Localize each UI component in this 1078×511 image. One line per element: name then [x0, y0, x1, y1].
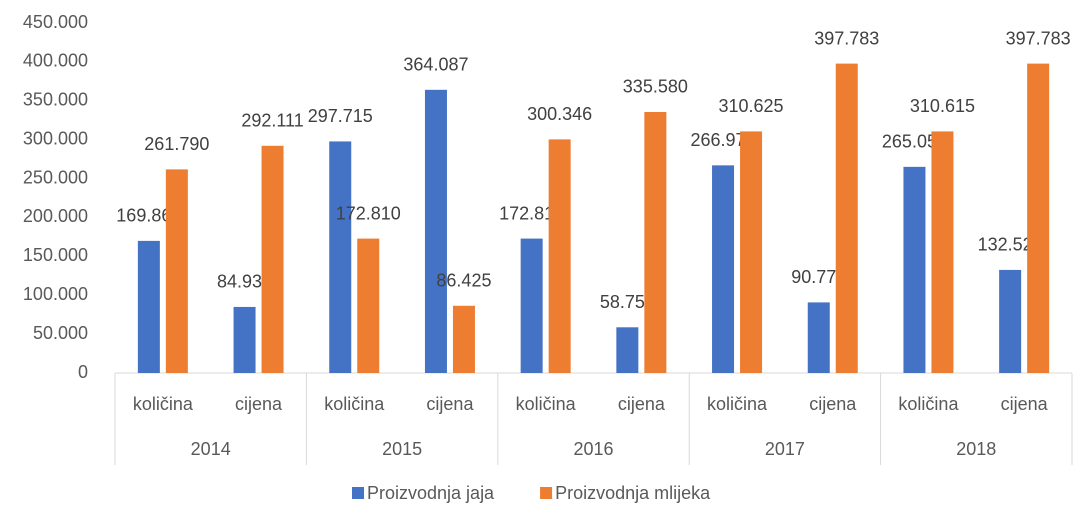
x-tick-label: količina [898, 394, 959, 414]
bar [712, 165, 735, 373]
x-tick-label: količina [707, 394, 768, 414]
data-label: 84.933 [217, 272, 272, 292]
x-tick-label: cijena [618, 394, 666, 414]
y-tick-label: 150.000 [23, 245, 88, 265]
bar [520, 238, 543, 373]
x-tick-label: količina [516, 394, 577, 414]
legend-label: Proizvodnja mlijeka [555, 483, 711, 503]
data-label: 266.978 [691, 130, 756, 150]
bar [931, 131, 954, 373]
bar [424, 89, 447, 373]
group-label: 2014 [191, 439, 231, 459]
bar [807, 302, 830, 373]
data-label: 172.810 [336, 203, 401, 223]
bar [835, 63, 858, 374]
bar [644, 111, 667, 373]
data-label: 172.812 [499, 203, 564, 223]
y-tick-label: 400.000 [23, 51, 88, 71]
bar [261, 145, 284, 373]
data-label: 58.756 [600, 292, 655, 312]
y-tick-label: 350.000 [23, 90, 88, 110]
bar [903, 166, 926, 373]
legend-swatch [540, 487, 553, 499]
bar [329, 141, 352, 373]
data-label: 86.425 [436, 271, 491, 291]
data-label: 310.615 [910, 96, 975, 116]
bar [740, 131, 763, 373]
bar [357, 238, 380, 373]
data-label: 310.625 [719, 96, 784, 116]
group-label: 2015 [382, 439, 422, 459]
group-label: 2017 [765, 439, 805, 459]
data-label: 297.715 [308, 106, 373, 126]
x-tick-label: količina [324, 394, 385, 414]
group-label: 2016 [573, 439, 613, 459]
data-label: 169.866 [116, 206, 181, 226]
bar [137, 240, 160, 373]
data-label: 132.525 [978, 235, 1043, 255]
data-label: 90.773 [791, 267, 846, 287]
y-tick-label: 450.000 [23, 12, 88, 32]
y-tick-label: 250.000 [23, 167, 88, 187]
data-label: 261.790 [144, 134, 209, 154]
bar [1027, 63, 1050, 374]
legend-label: Proizvodnja jaja [367, 483, 495, 503]
y-tick-label: 0 [78, 362, 88, 382]
bar [999, 269, 1022, 373]
legend-swatch [352, 487, 364, 499]
data-label: 265.050 [882, 132, 947, 152]
x-tick-label: cijena [809, 394, 857, 414]
group-label: 2018 [956, 439, 996, 459]
x-tick-label: cijena [1001, 394, 1049, 414]
data-label: 397.783 [1006, 28, 1071, 48]
data-label: 292.111 [241, 111, 303, 131]
data-label: 300.346 [527, 104, 592, 124]
y-tick-label: 300.000 [23, 128, 88, 148]
bar [548, 139, 571, 373]
y-tick-label: 100.000 [23, 284, 88, 304]
bar [452, 305, 475, 373]
y-tick-label: 50.000 [33, 323, 88, 343]
data-label: 397.783 [814, 28, 879, 48]
bar [165, 169, 188, 373]
data-label: 364.087 [403, 55, 468, 75]
x-tick-label: cijena [235, 394, 283, 414]
x-tick-label: cijena [426, 394, 474, 414]
x-tick-label: količina [133, 394, 194, 414]
bar [233, 306, 256, 373]
bar [616, 327, 639, 373]
data-label: 335.580 [623, 77, 688, 97]
y-tick-label: 200.000 [23, 206, 88, 226]
